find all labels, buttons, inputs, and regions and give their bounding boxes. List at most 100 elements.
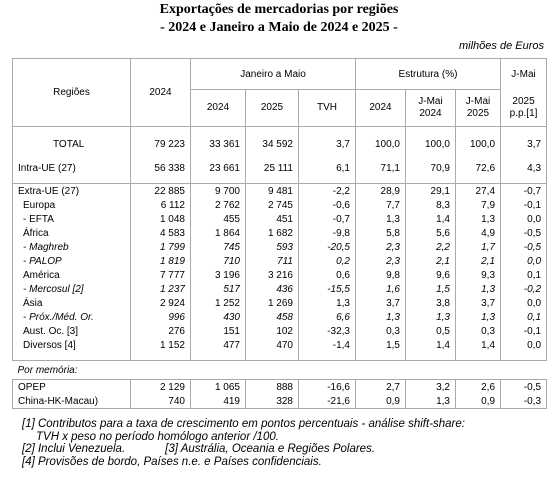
value-cell: 0,2 [298, 254, 356, 268]
value-cell: 23 661 [190, 161, 246, 175]
value-cell: 70,9 [405, 161, 456, 175]
value-cell: 1 048 [130, 212, 191, 226]
footnote: [1] Contributos para a taxa de crescimen… [22, 418, 465, 430]
table-head: Regiões 2024 Janeiro a Maio Estrutura (%… [12, 58, 548, 127]
head-cell: 2025 [245, 89, 299, 127]
value-cell: 100,0 [405, 135, 456, 153]
value-cell: 3,2 [405, 379, 456, 394]
value-cell: 1 799 [130, 240, 191, 254]
value-cell: 2,1 [454, 254, 502, 268]
footnote: [3] Austrália, Oceania e Regiões Polares… [165, 443, 376, 455]
head-cell: J-Mai 2024 [405, 89, 456, 127]
spacer-row [12, 153, 548, 161]
spacer-cell [405, 352, 456, 361]
spacer-cell [12, 175, 131, 184]
value-cell: 1,3 [405, 310, 456, 324]
value-cell: 436 [245, 282, 299, 296]
value-cell: 2 129 [130, 379, 191, 394]
value-cell: 4,9 [454, 226, 502, 240]
value-cell: 2,6 [454, 379, 502, 394]
value-cell: 1 819 [130, 254, 191, 268]
value-cell: 1 065 [190, 379, 246, 394]
table-row: - Maghreb 1 799 745 593 -20,5 2,3 2,2 1,7 -0,5 [12, 240, 548, 254]
spacer-cell [245, 352, 299, 361]
value-cell: 1,3 [355, 212, 406, 226]
value-cell: 27,4 [454, 183, 502, 198]
value-cell: 996 [130, 310, 191, 324]
value-cell: 1,5 [355, 338, 406, 352]
value-cell: 7 777 [130, 268, 191, 282]
value-cell: 1 237 [130, 282, 191, 296]
value-cell: 79 223 [130, 135, 191, 153]
value-cell: 1,5 [405, 282, 456, 296]
footnote: [2] Inclui Venezuela. [3] Austrália, Ocea… [22, 443, 465, 456]
value-cell: 1 682 [245, 226, 299, 240]
spacer-cell [405, 153, 456, 161]
value-cell: 0,9 [355, 394, 406, 409]
value-cell: -0,5 [500, 226, 548, 240]
spacer-cell [355, 352, 406, 361]
value-cell: -0,7 [298, 212, 356, 226]
region-cell: China-HK-Macau) [12, 394, 131, 409]
region-cell: - Mercosul [2] [12, 282, 131, 296]
value-cell: -0,3 [500, 394, 548, 409]
head-cell: J-Mai 2025 [454, 89, 502, 127]
head-cell: 2024 [130, 58, 191, 127]
value-cell: 455 [190, 212, 246, 226]
value-cell: 72,6 [454, 161, 502, 175]
spacer-cell [245, 175, 299, 184]
value-cell: 4 583 [130, 226, 191, 240]
value-cell: 1 269 [245, 296, 299, 310]
spacer-cell [245, 126, 299, 135]
spacer-cell [12, 352, 131, 361]
spacer-cell [12, 153, 131, 161]
table-row: Diversos [4] 1 152 477 470 -1,4 1,5 1,4 1,4 0,0 [12, 338, 548, 352]
value-cell: 0,3 [355, 324, 406, 338]
head-cell: TVH [298, 89, 356, 127]
spacer-cell [12, 126, 131, 135]
head-cell: 2024 [355, 89, 406, 127]
table-row: - Mercosul [2] 1 237 517 436 -15,5 1,6 1,5 1,3-… [12, 282, 548, 296]
region-cell: - Maghreb [12, 240, 131, 254]
title: Exportações de mercadorias por regiões [159, 2, 399, 17]
value-cell: 0,6 [298, 268, 356, 282]
spacer-cell [130, 175, 191, 184]
table-row: China-HK-Macau) 740 419 328 -21,6 0,9 1,3 0,9 -0… [12, 394, 548, 409]
head-cell: 2024 [190, 89, 246, 127]
value-cell: 22 885 [130, 183, 191, 198]
region-cell: África [12, 226, 131, 240]
value-cell: -2,2 [298, 183, 356, 198]
spacer-cell [500, 175, 548, 184]
region-cell: Intra-UE (27) [12, 161, 131, 175]
head-cell: Janeiro a Maio [190, 58, 356, 90]
value-cell: 2,3 [355, 254, 406, 268]
memo-row: Por memória: [13, 361, 547, 380]
value-cell: 151 [190, 324, 246, 338]
value-cell: 710 [190, 254, 246, 268]
value-cell: 276 [130, 324, 191, 338]
value-cell: 0,1 [500, 310, 548, 324]
spacer-cell [190, 175, 246, 184]
value-cell: 3 216 [245, 268, 299, 282]
spacer-row [12, 126, 548, 135]
value-cell: -0,1 [500, 198, 548, 212]
value-cell: 9,6 [405, 268, 456, 282]
head-row: Regiões 2024 Janeiro a Maio Estrutura (%… [12, 58, 548, 127]
spacer-cell [298, 175, 356, 184]
table-row: Europa 6 112 2 762 2 745 -0,6 7,7 8,3 7,9 -0,1 [12, 198, 548, 212]
spacer-cell [500, 352, 548, 361]
table-body: TOTAL 79 223 33 361 34 592 3,7 100,0 100,0 100,… [12, 126, 548, 409]
value-cell: 2,1 [405, 254, 456, 268]
value-cell: 2 924 [130, 296, 191, 310]
region-cell: Extra-UE (27) [12, 183, 131, 198]
value-cell: 6,1 [298, 161, 356, 175]
value-cell: 2,3 [355, 240, 406, 254]
value-cell: -20,5 [298, 240, 356, 254]
value-cell: 0,1 [500, 268, 548, 282]
value-cell: 1 864 [190, 226, 246, 240]
value-cell: 2,2 [405, 240, 456, 254]
value-cell: 1,3 [454, 282, 502, 296]
value-cell: 1 152 [130, 338, 191, 352]
head-cell: Estrutura (%) [354, 58, 502, 90]
value-cell: 1,3 [298, 296, 356, 310]
